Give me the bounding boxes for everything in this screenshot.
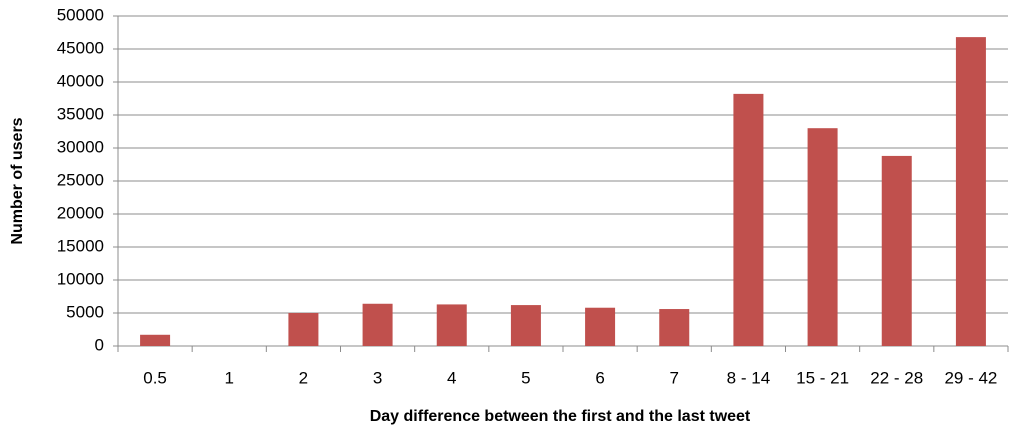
- x-tick-label: 3: [373, 368, 382, 387]
- y-tick-label: 0: [95, 335, 104, 354]
- y-tick-label: 50000: [57, 5, 104, 24]
- x-tick-label: 29 - 42: [944, 368, 997, 387]
- bar: [585, 307, 616, 346]
- bar: [733, 93, 764, 346]
- x-tick-label: 7: [670, 368, 679, 387]
- y-axis-title: Number of users: [9, 117, 26, 244]
- x-tick-label: 6: [595, 368, 604, 387]
- x-tick-label: 4: [447, 368, 456, 387]
- bar: [955, 37, 986, 347]
- y-tick-label: 40000: [57, 71, 104, 90]
- y-tick-label: 45000: [57, 38, 104, 57]
- y-tick-label: 30000: [57, 137, 104, 156]
- x-tick-label: 5: [521, 368, 530, 387]
- x-tick-label: 22 - 28: [870, 368, 923, 387]
- y-tick-label: 20000: [57, 203, 104, 222]
- x-tick-label: 15 - 21: [796, 368, 849, 387]
- x-tick-label: 2: [299, 368, 308, 387]
- bar: [807, 128, 838, 346]
- y-tick-label: 15000: [57, 236, 104, 255]
- y-tick-label: 10000: [57, 269, 104, 288]
- y-tick-label: 5000: [66, 302, 104, 321]
- bar: [140, 334, 171, 346]
- x-tick-label: 0.5: [143, 368, 167, 387]
- bar: [288, 313, 319, 346]
- bar: [881, 155, 912, 346]
- bar: [510, 305, 541, 346]
- bar: [362, 303, 393, 346]
- x-tick-label: 8 - 14: [727, 368, 770, 387]
- y-tick-label: 25000: [57, 170, 104, 189]
- x-axis-title: Day difference between the first and the…: [370, 408, 751, 425]
- x-tick-label: 1: [225, 368, 234, 387]
- y-tick-label: 35000: [57, 104, 104, 123]
- bar: [659, 309, 690, 346]
- bar: [436, 304, 467, 346]
